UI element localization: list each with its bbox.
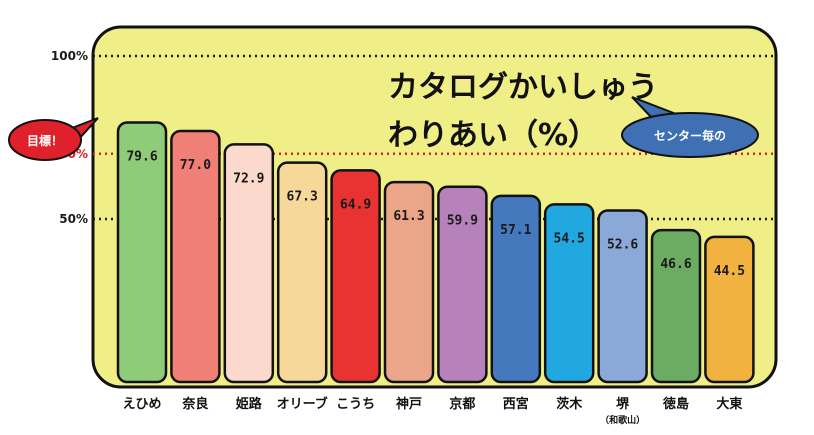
category-labels: えひめ 奈良 姫路 オリーブ こうち 神戸 京都 西宮 茨木 堺 （和歌山） 徳島 大東 [122,396,742,426]
note-bubble: センター毎の [621,96,759,158]
chart-title-line2: わりあい（%） [388,118,598,153]
bar-5 [330,169,381,384]
bar-value-label-8: 57.1 [500,223,531,238]
bar-9 [543,203,595,384]
bar-value-label-10: 52.6 [607,238,638,253]
bar-11 [650,228,702,384]
bar-value-label-9: 54.5 [554,231,585,246]
bar-value-label-7: 59.9 [447,214,478,229]
note-bubble-text: センター毎の [654,128,726,143]
category-label-5: こうち [336,397,375,412]
category-label-12: 大東 [716,396,742,412]
category-label-2: 奈良 [181,396,208,412]
bar-value-label-11: 46.6 [660,257,691,272]
bar-3 [223,143,275,384]
chart-title-line1: カタログかいしゅう [388,70,658,105]
tick-label-100: 100% [51,49,88,63]
category-label-3: 姫路 [236,396,263,412]
category-label-1: えひめ [122,397,161,412]
bar-value-label-5: 64.9 [340,197,371,212]
target-callout: 目標！ [8,117,99,161]
bar-10 [597,209,648,384]
category-label-6: 神戸 [396,396,422,412]
category-label-9: 茨木 [556,396,583,412]
bar-6 [383,180,435,384]
category-sublabel-10: （和歌山） [600,414,645,426]
target-callout-text: 目標！ [27,133,63,148]
bar-7 [437,185,488,384]
category-label-11: 徳島 [662,396,689,412]
category-label-10: 堺 [616,396,630,412]
bar-value-label-3: 72.9 [233,171,264,186]
tick-label-50: 50% [59,212,88,226]
bar-1 [116,121,168,384]
bar-12 [704,235,755,384]
bar-value-label-2: 77.0 [180,158,211,173]
category-label-4: オリーブ [277,396,328,412]
bar-2 [170,129,221,384]
bar-value-label-4: 67.3 [287,190,318,205]
bar-value-label-12: 44.5 [714,264,745,279]
category-label-8: 西宮 [503,396,529,412]
category-label-7: 京都 [449,396,475,412]
bar-value-label-1: 79.6 [126,150,157,165]
bars: 79.6 77.0 72.9 67.3 64.9 61.3 59.9 57.1 54.5 52.6… [116,121,755,384]
bar-value-label-6: 61.3 [393,209,424,224]
bar-8 [490,194,542,384]
bar-4 [276,161,328,384]
